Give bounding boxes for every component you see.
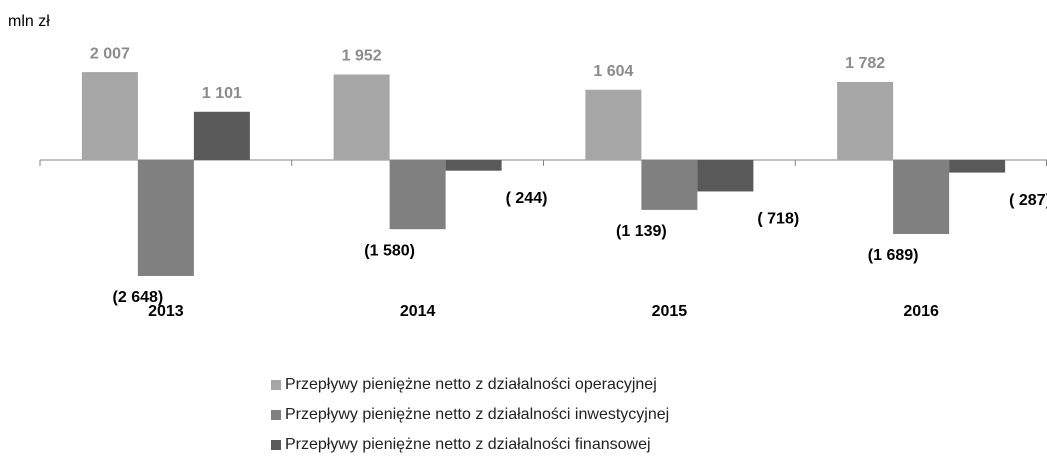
bar bbox=[585, 89, 642, 160]
data-label: ( 718) bbox=[757, 211, 799, 228]
legend-swatch bbox=[271, 440, 281, 450]
y-axis-label: mln zł bbox=[8, 13, 50, 30]
x-tick-label: 2015 bbox=[652, 303, 688, 320]
data-label: (1 580) bbox=[364, 242, 415, 259]
bar bbox=[389, 160, 446, 230]
data-label: ( 287) bbox=[1009, 192, 1047, 209]
legend-swatch bbox=[271, 380, 281, 390]
bar bbox=[641, 160, 698, 210]
x-tick-label: 2013 bbox=[148, 303, 184, 320]
bar bbox=[949, 160, 1006, 173]
data-label: (1 139) bbox=[616, 223, 667, 240]
data-label: (1 689) bbox=[868, 247, 919, 264]
data-label: ( 244) bbox=[506, 190, 548, 207]
data-label: 1 782 bbox=[845, 55, 885, 72]
bar bbox=[137, 160, 194, 276]
data-label: 1 604 bbox=[593, 63, 633, 80]
data-label: 2 007 bbox=[90, 45, 130, 62]
data-label: (2 648) bbox=[113, 289, 164, 306]
bar bbox=[193, 111, 250, 160]
bar bbox=[697, 160, 754, 192]
bar bbox=[893, 160, 950, 234]
bar bbox=[837, 81, 894, 160]
data-label: 1 101 bbox=[202, 85, 242, 102]
bar bbox=[81, 72, 138, 160]
legend-label: Przepływy pieniężne netto z działalności… bbox=[285, 406, 669, 423]
x-tick-label: 2014 bbox=[400, 303, 436, 320]
x-tick-label: 2016 bbox=[903, 303, 939, 320]
legend-swatch bbox=[271, 410, 281, 420]
bar bbox=[333, 74, 390, 160]
data-label: 1 952 bbox=[342, 48, 382, 65]
legend-label: Przepływy pieniężne netto z działalności… bbox=[285, 436, 651, 453]
legend-label: Przepływy pieniężne netto z działalności… bbox=[285, 376, 657, 393]
bar bbox=[445, 160, 502, 171]
